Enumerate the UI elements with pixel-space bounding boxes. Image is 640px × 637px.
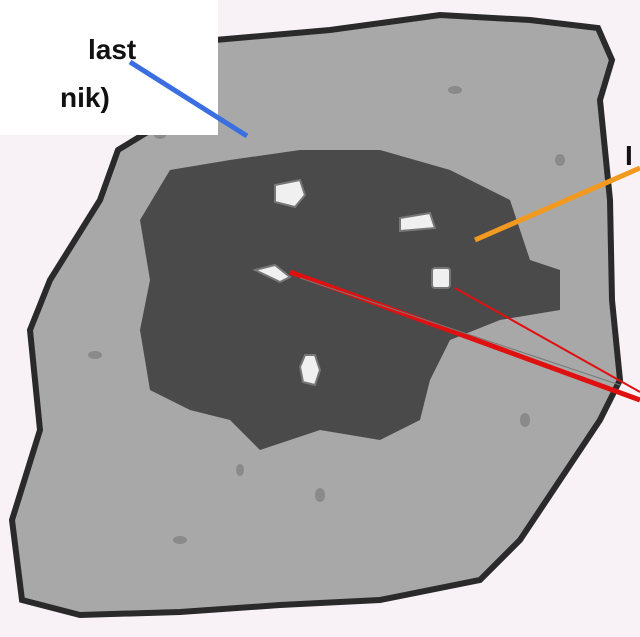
pointer-line [289,269,640,403]
label-text: I [625,140,633,171]
units [252,178,451,387]
pointer-line [474,165,640,243]
dark-region [140,150,560,450]
pointer-line [128,59,249,139]
label-box [0,0,218,135]
label-text: nik) [60,82,110,113]
pointer-line [454,287,640,393]
label-text: last [88,34,137,65]
map-dots [88,86,565,544]
pointer-line [299,277,621,386]
